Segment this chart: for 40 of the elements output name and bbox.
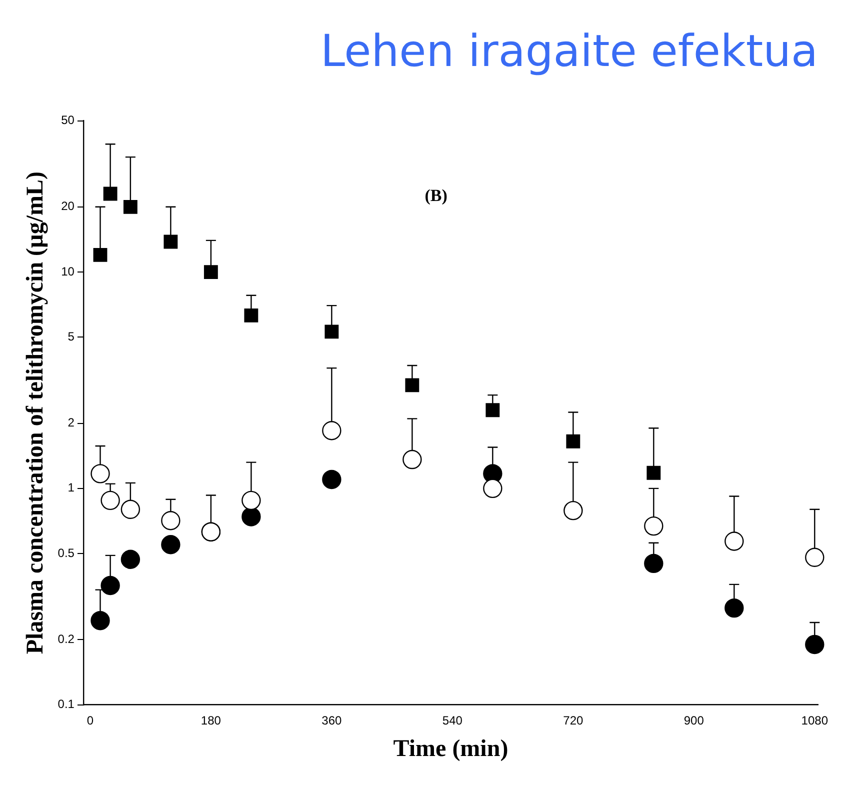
point — [90, 610, 110, 630]
point — [566, 434, 580, 448]
x-tick-label: 0 — [86, 713, 94, 728]
point — [724, 598, 744, 618]
point — [646, 466, 661, 480]
point — [322, 470, 342, 490]
point — [120, 550, 140, 569]
y-tick-label: 1 — [68, 480, 75, 495]
point — [93, 248, 108, 262]
x-tick-label: 900 — [684, 713, 704, 728]
y-tick-label: 50 — [61, 113, 75, 128]
x-tick-label: 180 — [200, 713, 222, 728]
point — [405, 378, 420, 392]
y-tick-label: 0.5 — [58, 546, 75, 560]
point — [324, 324, 339, 339]
x-tick-label: 360 — [322, 713, 342, 728]
point — [644, 554, 664, 574]
point — [244, 308, 258, 322]
y-axis-title: Plasma concentration of telithromycin (µg/mL) — [22, 171, 49, 654]
x-tick-label: 540 — [442, 713, 463, 728]
point — [123, 200, 138, 214]
point — [204, 265, 218, 280]
point — [164, 234, 178, 249]
x-axis-title: Time (min) — [393, 736, 508, 762]
point — [103, 186, 118, 201]
y-tick-label: 10 — [61, 264, 75, 278]
point — [100, 576, 120, 596]
annotation: (B) — [424, 186, 448, 205]
chart-title: Lehen iragaite efektua — [320, 26, 818, 77]
y-tick-label: 2 — [68, 416, 75, 430]
point — [486, 403, 500, 418]
point — [805, 634, 824, 654]
x-tick-label: 720 — [563, 713, 584, 728]
y-tick-label: 0.1 — [58, 697, 75, 712]
point — [161, 535, 180, 554]
y-tick-label: 20 — [61, 199, 75, 214]
y-tick-label: 0.2 — [58, 632, 75, 646]
y-tick-label: 5 — [68, 329, 75, 344]
x-tick-label: 1080 — [801, 713, 828, 728]
point — [242, 507, 261, 526]
